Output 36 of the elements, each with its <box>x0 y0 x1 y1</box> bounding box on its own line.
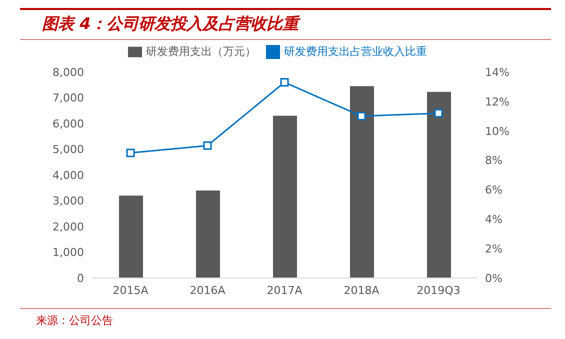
bar <box>273 116 297 278</box>
y2-tick-label: 6% <box>485 184 502 197</box>
y-tick-label: 5,000 <box>52 143 84 156</box>
y-tick-label: 7,000 <box>52 92 84 105</box>
bar <box>196 190 220 278</box>
y-tick-label: 8,000 <box>52 66 84 79</box>
y2-tick-label: 8% <box>485 154 502 168</box>
x-tick-label: 2017A <box>266 284 303 297</box>
x-tick-label: 2016A <box>190 284 226 297</box>
bar <box>350 86 374 278</box>
y-tick-label: 4,000 <box>52 168 84 182</box>
y2-tick-label: 0% <box>485 272 502 285</box>
bar <box>427 92 451 278</box>
y-tick-label: 3,000 <box>52 194 84 208</box>
x-tick-label: 2015A <box>112 284 149 297</box>
point <box>357 112 366 120</box>
point <box>280 78 289 87</box>
y2-tick-label: 14% <box>485 66 510 79</box>
y-tick-label: 1,000 <box>52 246 84 260</box>
chart-title: 图表 4：公司研发投入及占营收比重 <box>20 10 551 40</box>
point <box>126 148 135 158</box>
legend-label: 研发费用支出（万元） <box>146 45 256 58</box>
point <box>203 141 212 150</box>
y-tick-label: 6,000 <box>52 117 84 130</box>
x-tick-label: 2018A <box>344 284 380 297</box>
source-note: 来源：公司公告 <box>20 308 551 328</box>
bar <box>119 196 143 278</box>
point <box>434 108 443 118</box>
y-tick-label: 2,000 <box>52 220 84 234</box>
legend-label: 研发费用支出占营业收入比重 <box>284 45 427 58</box>
y2-tick-label: 4% <box>485 213 502 226</box>
x-tick-label: 2019Q3 <box>416 284 460 297</box>
y-tick-label: 0 <box>77 272 84 285</box>
y2-tick-label: 10% <box>485 124 510 138</box>
y2-tick-label: 12% <box>485 95 510 108</box>
y2-tick-label: 2% <box>485 242 502 256</box>
